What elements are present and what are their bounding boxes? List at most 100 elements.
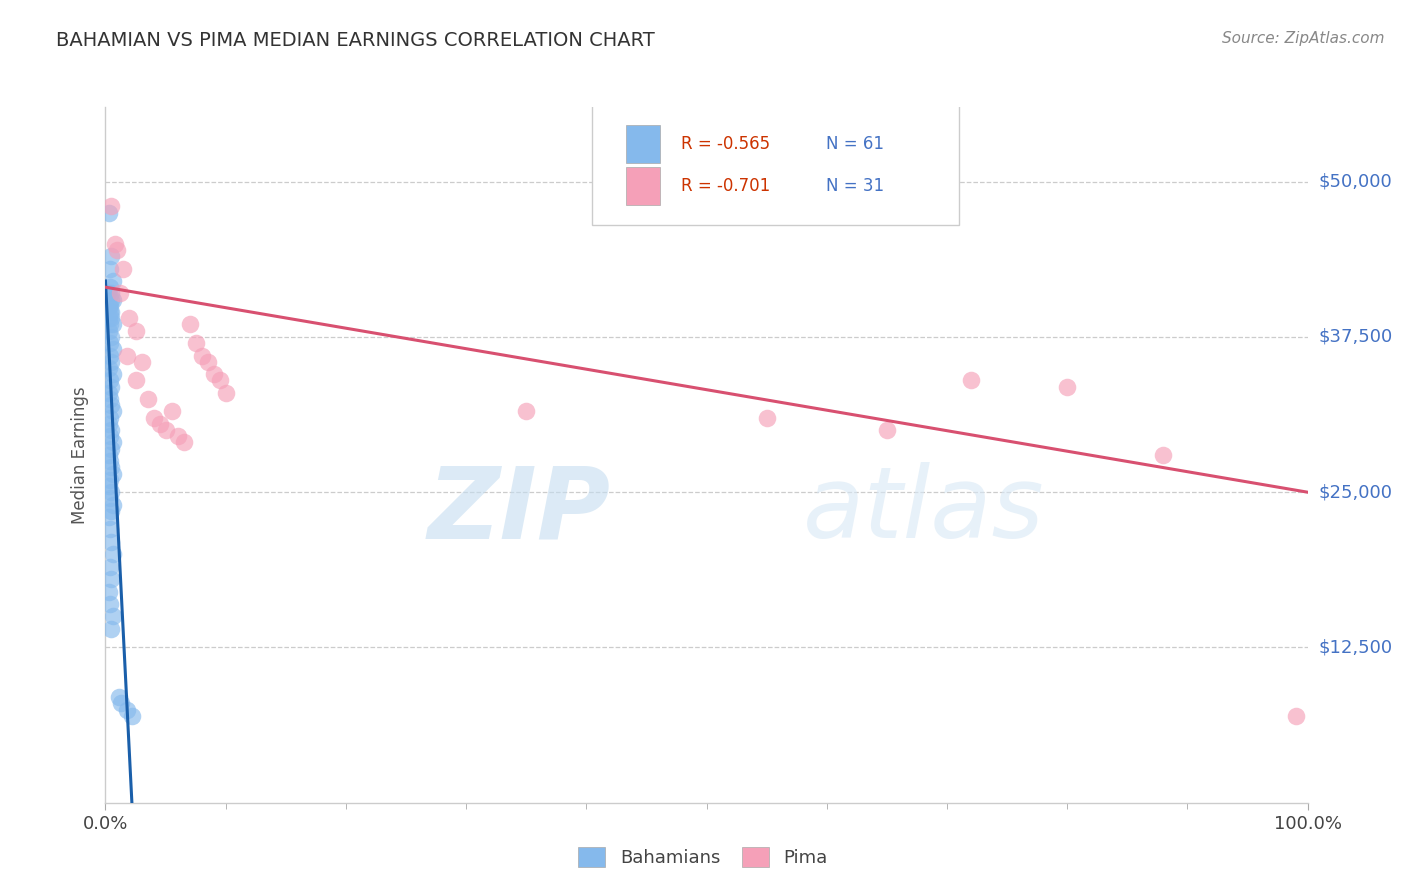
Text: BAHAMIAN VS PIMA MEDIAN EARNINGS CORRELATION CHART: BAHAMIAN VS PIMA MEDIAN EARNINGS CORRELA… bbox=[56, 31, 655, 50]
Text: $50,000: $50,000 bbox=[1319, 172, 1392, 191]
Point bbox=[98, 410, 121, 425]
Point bbox=[197, 355, 219, 369]
Point bbox=[100, 485, 122, 500]
Point bbox=[101, 498, 124, 512]
Point bbox=[100, 398, 122, 412]
Point bbox=[100, 249, 122, 263]
Point bbox=[98, 299, 121, 313]
Point bbox=[136, 392, 159, 406]
Y-axis label: Median Earnings: Median Earnings bbox=[72, 386, 90, 524]
Point bbox=[100, 199, 122, 213]
Point bbox=[98, 349, 121, 363]
Point bbox=[101, 547, 124, 561]
Point bbox=[202, 367, 225, 381]
Point bbox=[142, 410, 165, 425]
Point bbox=[98, 373, 121, 387]
Point bbox=[876, 423, 898, 437]
Point bbox=[101, 467, 124, 481]
Point bbox=[148, 417, 170, 431]
Point bbox=[107, 243, 129, 257]
Point bbox=[98, 324, 121, 338]
Point bbox=[214, 385, 236, 400]
Text: atlas: atlas bbox=[803, 462, 1045, 559]
Point bbox=[100, 442, 122, 456]
Point bbox=[101, 318, 124, 332]
Point bbox=[101, 435, 124, 450]
Point bbox=[100, 460, 122, 475]
Point bbox=[755, 410, 778, 425]
Point bbox=[101, 367, 124, 381]
FancyBboxPatch shape bbox=[626, 125, 659, 163]
Point bbox=[98, 336, 121, 351]
Point bbox=[98, 584, 121, 599]
Point bbox=[173, 435, 195, 450]
Point bbox=[115, 349, 138, 363]
Point bbox=[960, 373, 983, 387]
Point bbox=[98, 559, 121, 574]
Point bbox=[160, 404, 183, 418]
Point bbox=[184, 336, 207, 351]
Point bbox=[98, 311, 121, 326]
Point bbox=[124, 373, 146, 387]
Point bbox=[515, 404, 537, 418]
Point bbox=[98, 318, 121, 332]
Text: ZIP: ZIP bbox=[427, 462, 610, 559]
Text: $37,500: $37,500 bbox=[1319, 328, 1393, 346]
Point bbox=[100, 355, 122, 369]
Point bbox=[124, 324, 146, 338]
Point bbox=[208, 373, 231, 387]
Point bbox=[100, 423, 122, 437]
Point bbox=[100, 293, 122, 307]
Text: $25,000: $25,000 bbox=[1319, 483, 1393, 501]
Point bbox=[101, 404, 124, 418]
Point bbox=[1284, 708, 1306, 723]
Point bbox=[98, 491, 121, 506]
Point bbox=[155, 423, 177, 437]
FancyBboxPatch shape bbox=[592, 103, 959, 226]
Point bbox=[166, 429, 188, 443]
Point bbox=[100, 622, 122, 636]
Point bbox=[121, 708, 143, 723]
Point bbox=[104, 236, 127, 251]
Text: R = -0.565: R = -0.565 bbox=[682, 135, 770, 153]
Point bbox=[98, 392, 121, 406]
Point bbox=[98, 261, 121, 276]
Point bbox=[98, 510, 121, 524]
Point bbox=[190, 349, 212, 363]
Point bbox=[98, 385, 121, 400]
Point bbox=[118, 311, 141, 326]
Point bbox=[97, 286, 120, 301]
Point bbox=[98, 305, 121, 319]
Point bbox=[110, 697, 132, 711]
Point bbox=[112, 261, 135, 276]
Point bbox=[98, 523, 121, 537]
Text: R = -0.701: R = -0.701 bbox=[682, 177, 770, 194]
Legend: Bahamians, Pima: Bahamians, Pima bbox=[571, 839, 835, 874]
Point bbox=[107, 690, 129, 705]
Point bbox=[101, 293, 124, 307]
Point bbox=[98, 360, 121, 375]
Text: $12,500: $12,500 bbox=[1319, 639, 1393, 657]
Point bbox=[98, 299, 121, 313]
Point bbox=[100, 379, 122, 393]
Text: Source: ZipAtlas.com: Source: ZipAtlas.com bbox=[1222, 31, 1385, 46]
Point bbox=[1056, 379, 1078, 393]
Point bbox=[1152, 448, 1174, 462]
Point bbox=[98, 479, 121, 493]
Point bbox=[100, 305, 122, 319]
Point bbox=[100, 330, 122, 344]
Point bbox=[100, 534, 122, 549]
Point bbox=[179, 318, 201, 332]
FancyBboxPatch shape bbox=[626, 167, 659, 205]
Point bbox=[98, 205, 121, 219]
Point bbox=[98, 448, 121, 462]
Point bbox=[101, 274, 124, 288]
Point bbox=[98, 417, 121, 431]
Point bbox=[98, 454, 121, 468]
Point bbox=[98, 280, 121, 294]
Point bbox=[108, 286, 131, 301]
Text: N = 31: N = 31 bbox=[825, 177, 883, 194]
Point bbox=[100, 504, 122, 518]
Point bbox=[115, 703, 138, 717]
Point bbox=[100, 286, 122, 301]
